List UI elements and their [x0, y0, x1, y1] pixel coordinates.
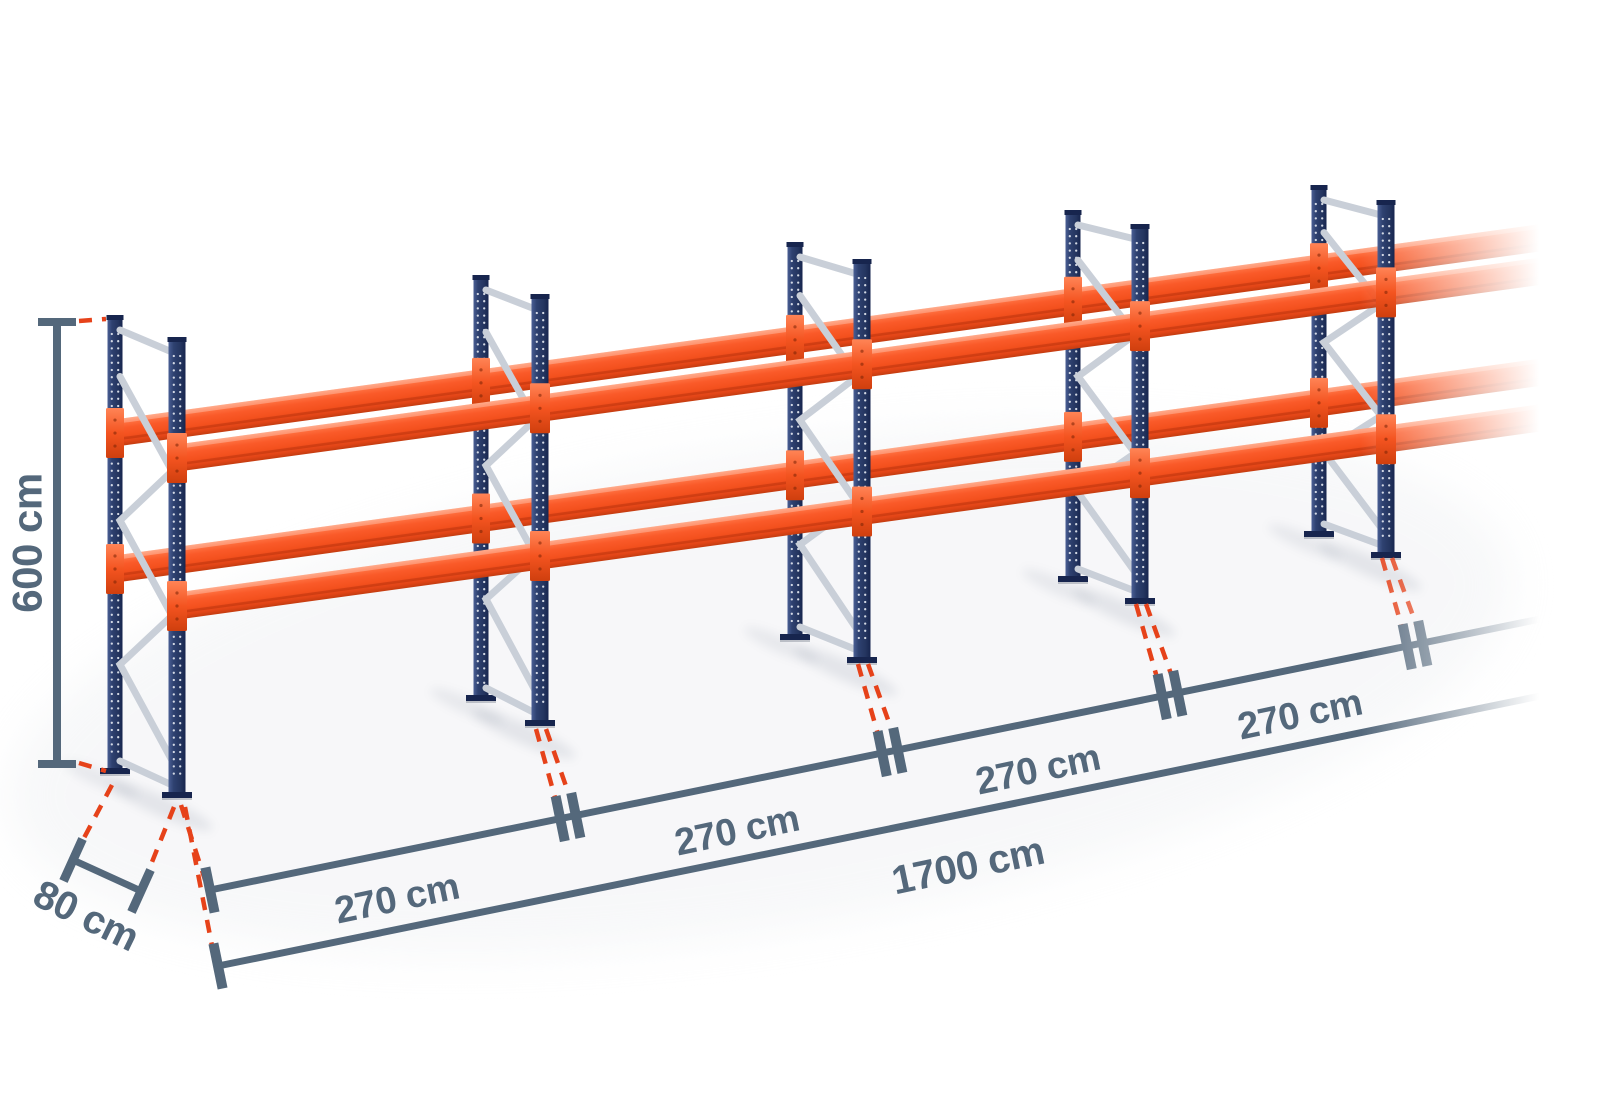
total-dimension-line	[217, 688, 1561, 970]
upright-frame-2-front-post	[525, 294, 555, 728]
upright-frame-3-back-post	[780, 242, 810, 642]
front-upright-posts	[162, 200, 1401, 800]
upright-frame-1-front-post	[162, 337, 192, 800]
height-dimension-label: 600 cm	[4, 473, 51, 612]
dimension-annotations	[38, 316, 1561, 990]
back-upright-posts	[100, 185, 1334, 776]
depth-dimension-line	[71, 856, 143, 895]
dimension-ticks	[200, 619, 1433, 990]
upright-frame-1-back-post	[100, 315, 130, 776]
upright-frame-4-front-post	[1125, 224, 1155, 606]
upright-frame-3-front-post	[847, 259, 877, 665]
upright-frame-1-bracing	[115, 326, 177, 789]
upright-frame-2-back-post	[466, 275, 496, 703]
upright-frame-5-front-post	[1371, 200, 1401, 560]
